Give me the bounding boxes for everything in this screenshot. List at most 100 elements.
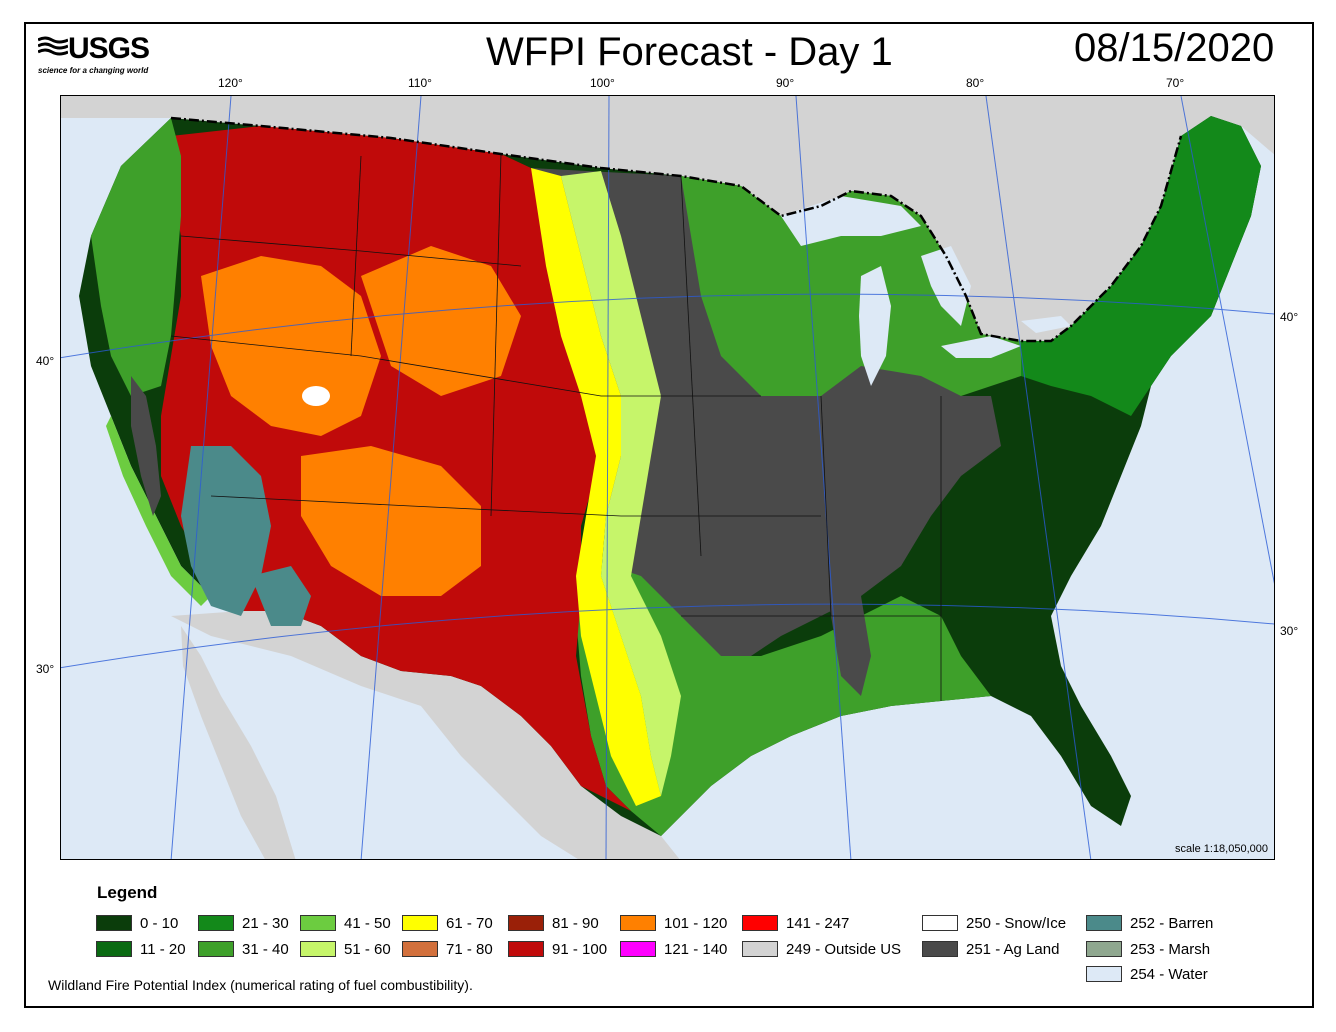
lake-huron bbox=[921, 246, 971, 326]
legend-item: 41 - 50 bbox=[300, 914, 391, 932]
region-transition-lightgreen bbox=[561, 171, 681, 796]
usgs-logo: USGS science for a changing world bbox=[38, 32, 158, 82]
lon-label-120: 120° bbox=[218, 76, 243, 90]
legend-swatch bbox=[198, 915, 234, 931]
lon-label-90: 90° bbox=[776, 76, 795, 90]
legend-item: 249 - Outside US bbox=[742, 940, 901, 958]
region-california-coast bbox=[106, 416, 211, 606]
lat-label-40-left: 40° bbox=[36, 354, 55, 368]
legend-label: 0 - 10 bbox=[140, 914, 179, 932]
legend-item: 11 - 20 bbox=[96, 940, 186, 958]
legend-label: 91 - 100 bbox=[552, 940, 608, 958]
legend-label: 121 - 140 bbox=[664, 940, 728, 958]
graticule bbox=[61, 96, 1274, 859]
legend-label: 51 - 60 bbox=[344, 940, 391, 958]
legend-label: 21 - 30 bbox=[242, 914, 289, 932]
map-title: WFPI Forecast - Day 1 bbox=[486, 30, 893, 74]
legend-label: 11 - 20 bbox=[140, 940, 186, 958]
legend-swatch bbox=[922, 915, 958, 931]
legend-swatch bbox=[96, 915, 132, 931]
lon-label-80: 80° bbox=[966, 76, 985, 90]
lon-label-110: 110° bbox=[408, 76, 432, 90]
legend-item: 51 - 60 bbox=[300, 940, 391, 958]
legend-label: 251 - Ag Land bbox=[966, 940, 1060, 958]
legend-label: 41 - 50 bbox=[344, 914, 391, 932]
legend-label: 31 - 40 bbox=[242, 940, 289, 958]
region-ag-land bbox=[531, 168, 1001, 696]
legend-label: 71 - 80 bbox=[446, 940, 493, 958]
legend-item: 253 - Marsh bbox=[1086, 940, 1210, 958]
legend-item: 21 - 30 bbox=[198, 914, 289, 932]
map-scale: scale 1:18,050,000 bbox=[1175, 843, 1268, 855]
lon-label-100: 100° bbox=[590, 76, 615, 90]
region-orange-intermountain bbox=[201, 256, 381, 436]
forecast-date: 08/15/2020 bbox=[1074, 26, 1275, 70]
lon-label-70: 70° bbox=[1166, 76, 1185, 90]
lat-label-40-right: 40° bbox=[1280, 310, 1299, 324]
legend-label: 61 - 70 bbox=[446, 914, 493, 932]
legend-swatch bbox=[620, 915, 656, 931]
mexico-landmass bbox=[171, 611, 680, 859]
legend-label: 254 - Water bbox=[1130, 965, 1208, 983]
legend-item: 61 - 70 bbox=[402, 914, 493, 932]
legend-swatch bbox=[508, 915, 544, 931]
legend-item: 254 - Water bbox=[1086, 965, 1208, 983]
region-barren-desert bbox=[181, 446, 271, 616]
legend-item: 251 - Ag Land bbox=[922, 940, 1059, 958]
legend-item: 71 - 80 bbox=[402, 940, 493, 958]
legend-swatch bbox=[402, 915, 438, 931]
usgs-wave-icon bbox=[38, 36, 68, 56]
legend-swatch bbox=[1086, 966, 1122, 982]
legend-swatch bbox=[198, 941, 234, 957]
legend-swatch bbox=[300, 941, 336, 957]
state-borders bbox=[170, 153, 942, 701]
legend-swatch bbox=[1086, 941, 1122, 957]
legend-swatch bbox=[742, 941, 778, 957]
legend-label: 249 - Outside US bbox=[786, 940, 902, 958]
region-transition-yellow bbox=[531, 168, 661, 806]
legend-swatch bbox=[508, 941, 544, 957]
legend-item: 91 - 100 bbox=[508, 940, 607, 958]
legend-item: 31 - 40 bbox=[198, 940, 289, 958]
region-central-valley bbox=[131, 376, 161, 516]
legend-swatch bbox=[402, 941, 438, 957]
region-south-green bbox=[576, 556, 991, 836]
legend-item: 141 - 247 bbox=[742, 914, 849, 932]
legend-swatch bbox=[922, 941, 958, 957]
map-canvas bbox=[61, 96, 1274, 859]
lake-ontario bbox=[1021, 316, 1071, 333]
legend-label: 141 - 247 bbox=[786, 914, 850, 932]
legend-item: 252 - Barren bbox=[1086, 914, 1213, 932]
legend-label: 101 - 120 bbox=[664, 914, 728, 932]
legend-item: 121 - 140 bbox=[620, 940, 727, 958]
us-canada-border bbox=[170, 116, 1183, 343]
legend-label: 250 - Snow/Ice bbox=[966, 914, 1067, 932]
legend-item: 0 - 10 bbox=[96, 914, 178, 932]
legend-item: 250 - Snow/Ice bbox=[922, 914, 1066, 932]
logo-tagline: science for a changing world bbox=[38, 66, 149, 75]
region-northeast bbox=[1021, 116, 1261, 416]
logo-wordmark: USGS bbox=[68, 32, 150, 65]
legend-label: 81 - 90 bbox=[552, 914, 599, 932]
legend-item: 81 - 90 bbox=[508, 914, 599, 932]
legend-swatch bbox=[620, 941, 656, 957]
legend-swatch bbox=[1086, 915, 1122, 931]
legend-title: Legend bbox=[97, 883, 158, 902]
region-pacific-nw bbox=[91, 118, 181, 396]
lake-erie bbox=[941, 336, 1021, 358]
baja-peninsula bbox=[181, 626, 296, 859]
lake-michigan bbox=[859, 266, 891, 386]
lake-superior bbox=[781, 196, 921, 246]
lat-label-30-right: 30° bbox=[1280, 624, 1299, 638]
legend-label: 252 - Barren bbox=[1130, 914, 1214, 932]
canada-landmass bbox=[61, 96, 1274, 341]
legend-label: 253 - Marsh bbox=[1130, 940, 1211, 958]
region-orange-wyoming bbox=[361, 246, 521, 396]
legend-swatch bbox=[742, 915, 778, 931]
lat-label-30-left: 30° bbox=[36, 662, 55, 676]
region-barren-arizona bbox=[251, 566, 311, 626]
legend-footnote: Wildland Fire Potential Index (numerical… bbox=[48, 977, 473, 993]
wfpi-map: scale 1:18,050,000 bbox=[60, 95, 1275, 860]
legend-item: 101 - 120 bbox=[620, 914, 727, 932]
legend-swatch bbox=[300, 915, 336, 931]
